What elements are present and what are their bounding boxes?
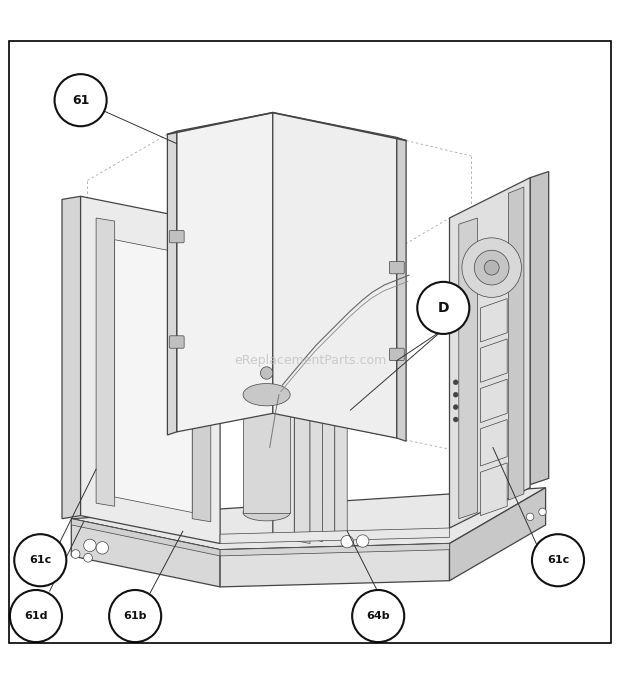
Polygon shape <box>450 488 546 581</box>
Polygon shape <box>62 196 81 518</box>
Polygon shape <box>81 196 220 544</box>
Text: 61b: 61b <box>123 611 147 621</box>
Ellipse shape <box>243 504 290 521</box>
Circle shape <box>84 553 92 562</box>
Polygon shape <box>115 239 192 512</box>
Polygon shape <box>273 113 397 438</box>
Polygon shape <box>220 544 450 556</box>
Circle shape <box>462 238 521 298</box>
Polygon shape <box>480 463 507 516</box>
Polygon shape <box>450 178 530 528</box>
Polygon shape <box>243 395 290 512</box>
Circle shape <box>84 539 96 551</box>
Circle shape <box>532 534 584 586</box>
Text: eReplacementParts.com: eReplacementParts.com <box>234 354 386 367</box>
Text: 61: 61 <box>72 94 89 107</box>
Circle shape <box>474 250 509 285</box>
Circle shape <box>526 513 534 521</box>
Circle shape <box>10 590 62 642</box>
Circle shape <box>96 542 108 554</box>
Polygon shape <box>192 233 211 522</box>
Circle shape <box>260 367 273 379</box>
Circle shape <box>55 74 107 127</box>
Polygon shape <box>508 187 524 500</box>
Polygon shape <box>177 113 273 432</box>
Circle shape <box>453 380 458 385</box>
Polygon shape <box>335 228 347 538</box>
Text: 61d: 61d <box>24 611 48 621</box>
Polygon shape <box>310 232 322 542</box>
Text: 61c: 61c <box>547 555 569 565</box>
Circle shape <box>453 392 458 397</box>
Circle shape <box>356 535 369 547</box>
Text: 61c: 61c <box>29 555 51 565</box>
Circle shape <box>453 405 458 410</box>
Polygon shape <box>71 488 546 550</box>
Polygon shape <box>294 233 310 544</box>
Circle shape <box>341 536 353 548</box>
Polygon shape <box>220 528 450 544</box>
Circle shape <box>14 534 66 586</box>
Polygon shape <box>71 518 220 587</box>
Polygon shape <box>220 544 450 587</box>
Polygon shape <box>480 379 507 423</box>
Circle shape <box>539 508 546 516</box>
Polygon shape <box>480 419 507 466</box>
Polygon shape <box>530 172 549 484</box>
FancyBboxPatch shape <box>389 348 404 360</box>
Circle shape <box>352 590 404 642</box>
Polygon shape <box>480 299 507 342</box>
Polygon shape <box>459 218 477 518</box>
Circle shape <box>484 260 499 275</box>
Text: 64b: 64b <box>366 611 390 621</box>
Text: D: D <box>438 301 449 315</box>
Polygon shape <box>273 231 294 540</box>
Polygon shape <box>322 230 335 540</box>
Polygon shape <box>96 218 115 506</box>
Polygon shape <box>397 137 406 441</box>
Circle shape <box>71 550 80 558</box>
Circle shape <box>453 417 458 422</box>
FancyBboxPatch shape <box>169 231 184 243</box>
Ellipse shape <box>243 384 290 406</box>
Polygon shape <box>71 518 220 556</box>
Circle shape <box>417 282 469 334</box>
FancyBboxPatch shape <box>169 336 184 348</box>
Polygon shape <box>480 339 507 382</box>
Polygon shape <box>167 131 177 435</box>
FancyBboxPatch shape <box>389 261 404 274</box>
Circle shape <box>109 590 161 642</box>
